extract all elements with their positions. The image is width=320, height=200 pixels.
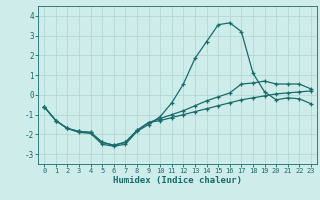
X-axis label: Humidex (Indice chaleur): Humidex (Indice chaleur) [113, 176, 242, 185]
